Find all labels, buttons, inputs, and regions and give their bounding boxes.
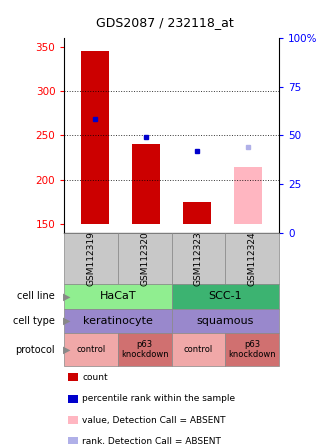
Text: ▶: ▶ <box>63 291 70 301</box>
Text: p63
knockdown: p63 knockdown <box>228 340 276 359</box>
Text: squamous: squamous <box>197 316 254 326</box>
Text: cell line: cell line <box>17 291 54 301</box>
Text: p63
knockdown: p63 knockdown <box>121 340 169 359</box>
Text: keratinocyte: keratinocyte <box>83 316 153 326</box>
Text: control: control <box>184 345 213 354</box>
Text: ▶: ▶ <box>63 316 70 326</box>
Text: HaCaT: HaCaT <box>100 291 136 301</box>
Text: count: count <box>82 373 108 382</box>
Text: rank, Detection Call = ABSENT: rank, Detection Call = ABSENT <box>82 437 221 444</box>
Text: percentile rank within the sample: percentile rank within the sample <box>82 394 236 403</box>
Text: value, Detection Call = ABSENT: value, Detection Call = ABSENT <box>82 416 226 424</box>
Bar <box>183 202 211 224</box>
Text: GDS2087 / 232118_at: GDS2087 / 232118_at <box>96 16 234 28</box>
Bar <box>81 51 109 224</box>
Text: SCC-1: SCC-1 <box>209 291 242 301</box>
Text: GSM112323: GSM112323 <box>194 231 203 286</box>
Text: GSM112324: GSM112324 <box>248 231 256 286</box>
Text: ▶: ▶ <box>63 345 70 355</box>
Text: control: control <box>77 345 106 354</box>
Text: protocol: protocol <box>15 345 54 355</box>
Bar <box>132 144 160 224</box>
Bar <box>234 166 262 224</box>
Text: cell type: cell type <box>13 316 54 326</box>
Text: GSM112320: GSM112320 <box>140 231 149 286</box>
Text: GSM112319: GSM112319 <box>87 231 96 286</box>
